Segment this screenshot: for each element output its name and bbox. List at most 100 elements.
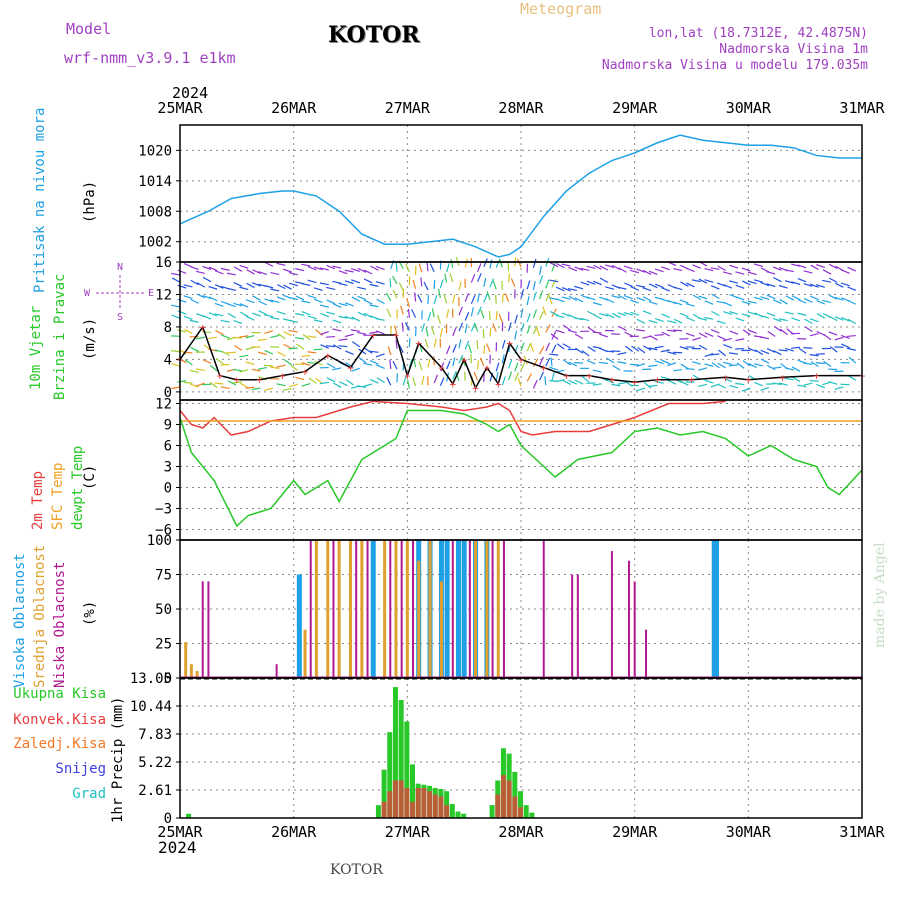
y-tick-precip-0: 0 [164,811,172,827]
wind-gust-mark: + [745,374,752,387]
cloud-bar-2-16 [576,574,579,678]
cloud-bar-2-14 [542,540,545,678]
x-tick-top-0: 25MAR [157,99,203,117]
year-top: 2024 [172,84,209,102]
cloud-bar-0-11 [714,540,720,678]
x-tick-top-3: 28MAR [498,99,544,117]
precip-bar-1-13 [500,775,506,818]
precip-bar-1-15 [512,796,518,818]
dewpoint-line [179,409,863,528]
wind-speed-line [179,325,862,390]
legend-hail: Grad [72,786,106,802]
wind-gust-mark: + [484,362,491,375]
wind-gust-mark: + [722,371,729,384]
y-tick-wind-3: 12 [155,287,172,303]
cloud-bar-0-6 [455,540,461,678]
cloud-bar-1-11 [405,540,409,678]
precip-bar-0-6 [404,721,410,818]
cloud-bar-1-17 [496,540,500,678]
wind-arrow-field [170,256,857,392]
cloud-bar-1-0 [184,642,188,678]
wind-gust-mark: + [586,370,593,383]
legend-freezing-precip: Zaledj.Kisa [13,736,106,752]
model-name: wrf-nmm_v3.9.1 e1km [64,49,236,67]
cloud-bar-1-16 [485,540,489,678]
y-tick-pressure-0: 1002 [138,235,172,251]
panel-frame-precip [179,677,863,819]
y-tick-cloud-4: 100 [147,533,172,549]
x-tick-bottom-0: 25MAR [157,823,203,841]
y-tick-wind-4: 16 [155,255,172,271]
precip-bar-0-24 [529,812,535,818]
cloud-bar-2-12 [491,540,494,678]
cloud-bar-2-10 [451,540,454,678]
cloud-bar-1-9 [383,540,387,678]
precip-bar-0-17 [489,805,495,818]
cloud-bar-2-3 [309,540,312,678]
wind-gust-mark: + [461,353,468,366]
precip-bar-0-0 [186,813,192,818]
year-bottom: 2024 [158,838,197,857]
x-tick-bottom-2: 27MAR [385,823,431,841]
y-tick-temperature-4: 6 [164,439,172,455]
legend-total-precip: Ukupna Kisa [13,686,106,702]
wind-gust-mark: + [347,362,354,375]
precip-bar-0-4 [392,687,398,818]
precip-bar-1-1 [387,791,393,818]
cloud-bar-2-17 [610,551,613,678]
compass-n: N [117,262,124,273]
y-tick-wind-2: 8 [164,320,172,336]
cloud-bar-0-5 [444,540,450,678]
wind-gust-mark: + [688,374,695,387]
wind-gust-mark: + [216,370,223,383]
legend-snow: Snijeg [55,761,106,777]
meteogram-label: Meteogram [520,0,602,18]
precip-bar-1-12 [495,794,501,818]
y-tick-precip-4: 10.44 [130,699,172,715]
cloud-bar-1-12 [417,560,421,678]
wind-gust-mark: + [779,371,786,384]
model-label: Model [66,20,112,38]
cloud-bar-1-10 [394,540,398,678]
cloud-bar-2-4 [332,540,335,678]
cloud-bar-1-4 [314,540,318,678]
cloud-bar-1-7 [349,540,352,678]
compass-e: E [148,288,155,299]
wind-gust-mark: + [370,329,377,342]
cloud-bar-2-6 [366,540,369,678]
x-tick-bottom-5: 30MAR [726,823,772,841]
precip-bar-0-16 [461,813,467,818]
cloud-bar-2-1 [207,581,210,678]
wind-gust-mark: + [302,366,309,379]
wind-gust-mark: + [654,374,661,387]
wind-gust-mark: + [631,376,638,389]
cloud-bar-0-7 [461,540,467,678]
cloud-bar-2-5 [355,540,358,678]
cloud-bar-0-1 [370,540,376,678]
precip-bar-0-7 [410,764,416,818]
temp2m-line [179,400,726,436]
cloud-bar-2-9 [412,540,415,678]
y-tick-temperature-3: 3 [164,460,172,476]
cloud-bar-2-18 [627,560,630,678]
y-tick-precip-1: 2.61 [138,783,172,799]
precip-bar-0-2 [381,769,387,818]
y-tick-temperature-2: 0 [164,481,172,497]
compass-w: W [84,288,91,299]
cloud-bar-1-6 [337,540,341,678]
cloud-bar-2-11 [468,540,471,678]
cloud-bar-1-14 [439,581,443,678]
y-tick-precip-2: 5.22 [138,755,172,771]
y-tick-temperature-6: 12 [155,397,172,413]
precip-bar-1-9 [432,794,438,818]
wind-gust-mark: + [415,337,422,350]
cloud-bar-2-19 [633,581,636,678]
cloud-bar-1-8 [360,540,364,678]
x-tick-bottom-1: 26MAR [271,823,317,841]
x-tick-top-6: 31MAR [839,99,885,117]
y-tick-pressure-2: 1014 [138,174,172,190]
precip-bar-0-23 [523,805,529,818]
wind-gust-mark: + [324,349,331,362]
cloud-bar-2-2 [275,664,278,678]
